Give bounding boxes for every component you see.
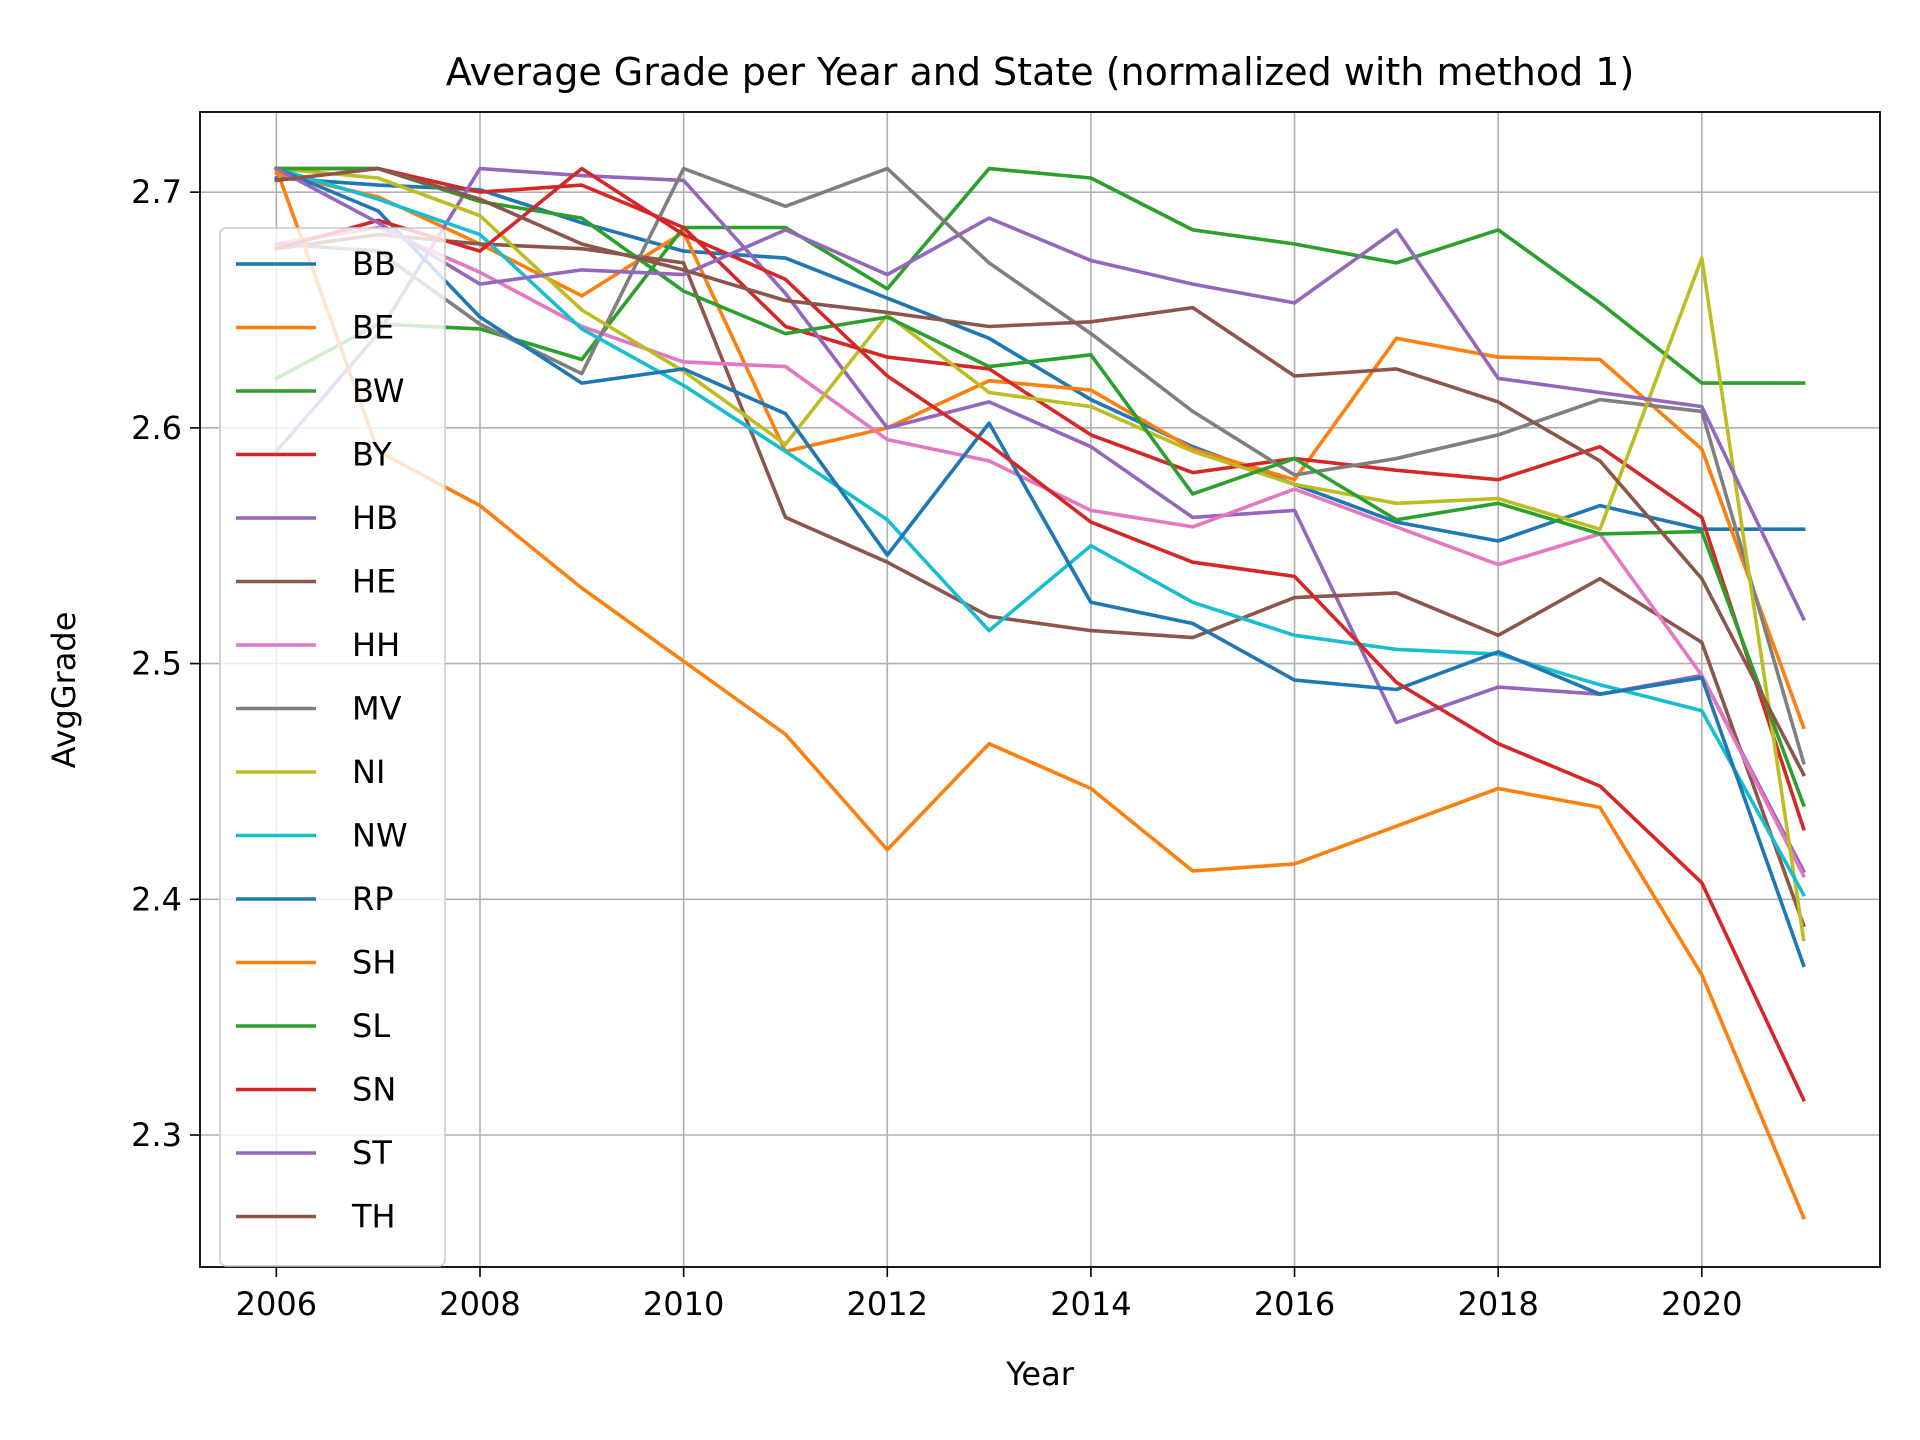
legend-label-st: ST [352, 1134, 392, 1172]
series-line-nw [274, 166, 1807, 898]
legend-label-hh: HH [352, 626, 400, 664]
series-line-bw [273, 166, 1806, 385]
x-tick-label: 2018 [1457, 1285, 1538, 1323]
plot-frame [199, 111, 1881, 1268]
series-line-sh [274, 166, 1806, 1220]
series-line-by [274, 166, 1806, 831]
x-axis-label: Year [1005, 1355, 1075, 1393]
x-tick-label: 2014 [1050, 1285, 1131, 1323]
y-tick-label: 2.4 [131, 880, 182, 918]
legend-label-nw: NW [352, 817, 408, 855]
legend: BB BE BW BY HB HE HH MV NI NW RP SH SL SN ST TH [219, 227, 446, 1267]
y-axis: 2.3 2.4 2.5 2.6 2.7 [131, 173, 200, 1154]
series-line-he [274, 232, 1806, 928]
legend-label-sl: SL [352, 1007, 390, 1045]
y-tick-label: 2.3 [131, 1116, 182, 1154]
series-line-st [273, 166, 1807, 622]
legend-label-bb: BB [352, 245, 396, 283]
series-line-rp [274, 166, 1806, 968]
series-line-bb [274, 176, 1806, 543]
legend-box [219, 227, 446, 1267]
y-tick-label: 2.6 [131, 409, 182, 447]
series-line-sn [274, 166, 1806, 1102]
legend-label-by: BY [352, 436, 392, 474]
y-tick-label: 2.5 [131, 645, 182, 683]
x-tick-label: 2006 [236, 1285, 317, 1323]
x-tick-label: 2010 [643, 1285, 724, 1323]
y-tick-label: 2.7 [131, 173, 182, 211]
series-line-hh [274, 225, 1807, 879]
legend-label-sh: SH [352, 944, 396, 982]
x-tick-label: 2020 [1661, 1285, 1742, 1323]
grid [200, 112, 1880, 1267]
legend-label-bw: BW [352, 372, 404, 410]
legend-label-rp: RP [352, 880, 394, 918]
legend-label-be: BE [352, 309, 394, 347]
legend-label-he: HE [352, 563, 396, 601]
legend-label-ni: NI [352, 753, 385, 791]
series-line-ni [274, 166, 1806, 942]
chart-title: Average Grade per Year and State (normal… [446, 50, 1635, 94]
x-axis: 2006 2008 2010 2012 2014 2016 2018 2020 [236, 1267, 1743, 1323]
series-group [273, 166, 1807, 1220]
x-tick-label: 2012 [847, 1285, 928, 1323]
series-line-be [274, 171, 1806, 730]
x-tick-label: 2008 [439, 1285, 520, 1323]
legend-label-th: TH [351, 1198, 396, 1236]
y-axis-label: AvgGrade [45, 612, 83, 769]
series-line-hb [273, 166, 1807, 874]
legend-label-mv: MV [352, 690, 402, 728]
legend-label-sn: SN [352, 1071, 396, 1109]
series-line-th [274, 166, 1807, 777]
x-tick-label: 2016 [1254, 1285, 1335, 1323]
legend-label-hb: HB [352, 499, 398, 537]
